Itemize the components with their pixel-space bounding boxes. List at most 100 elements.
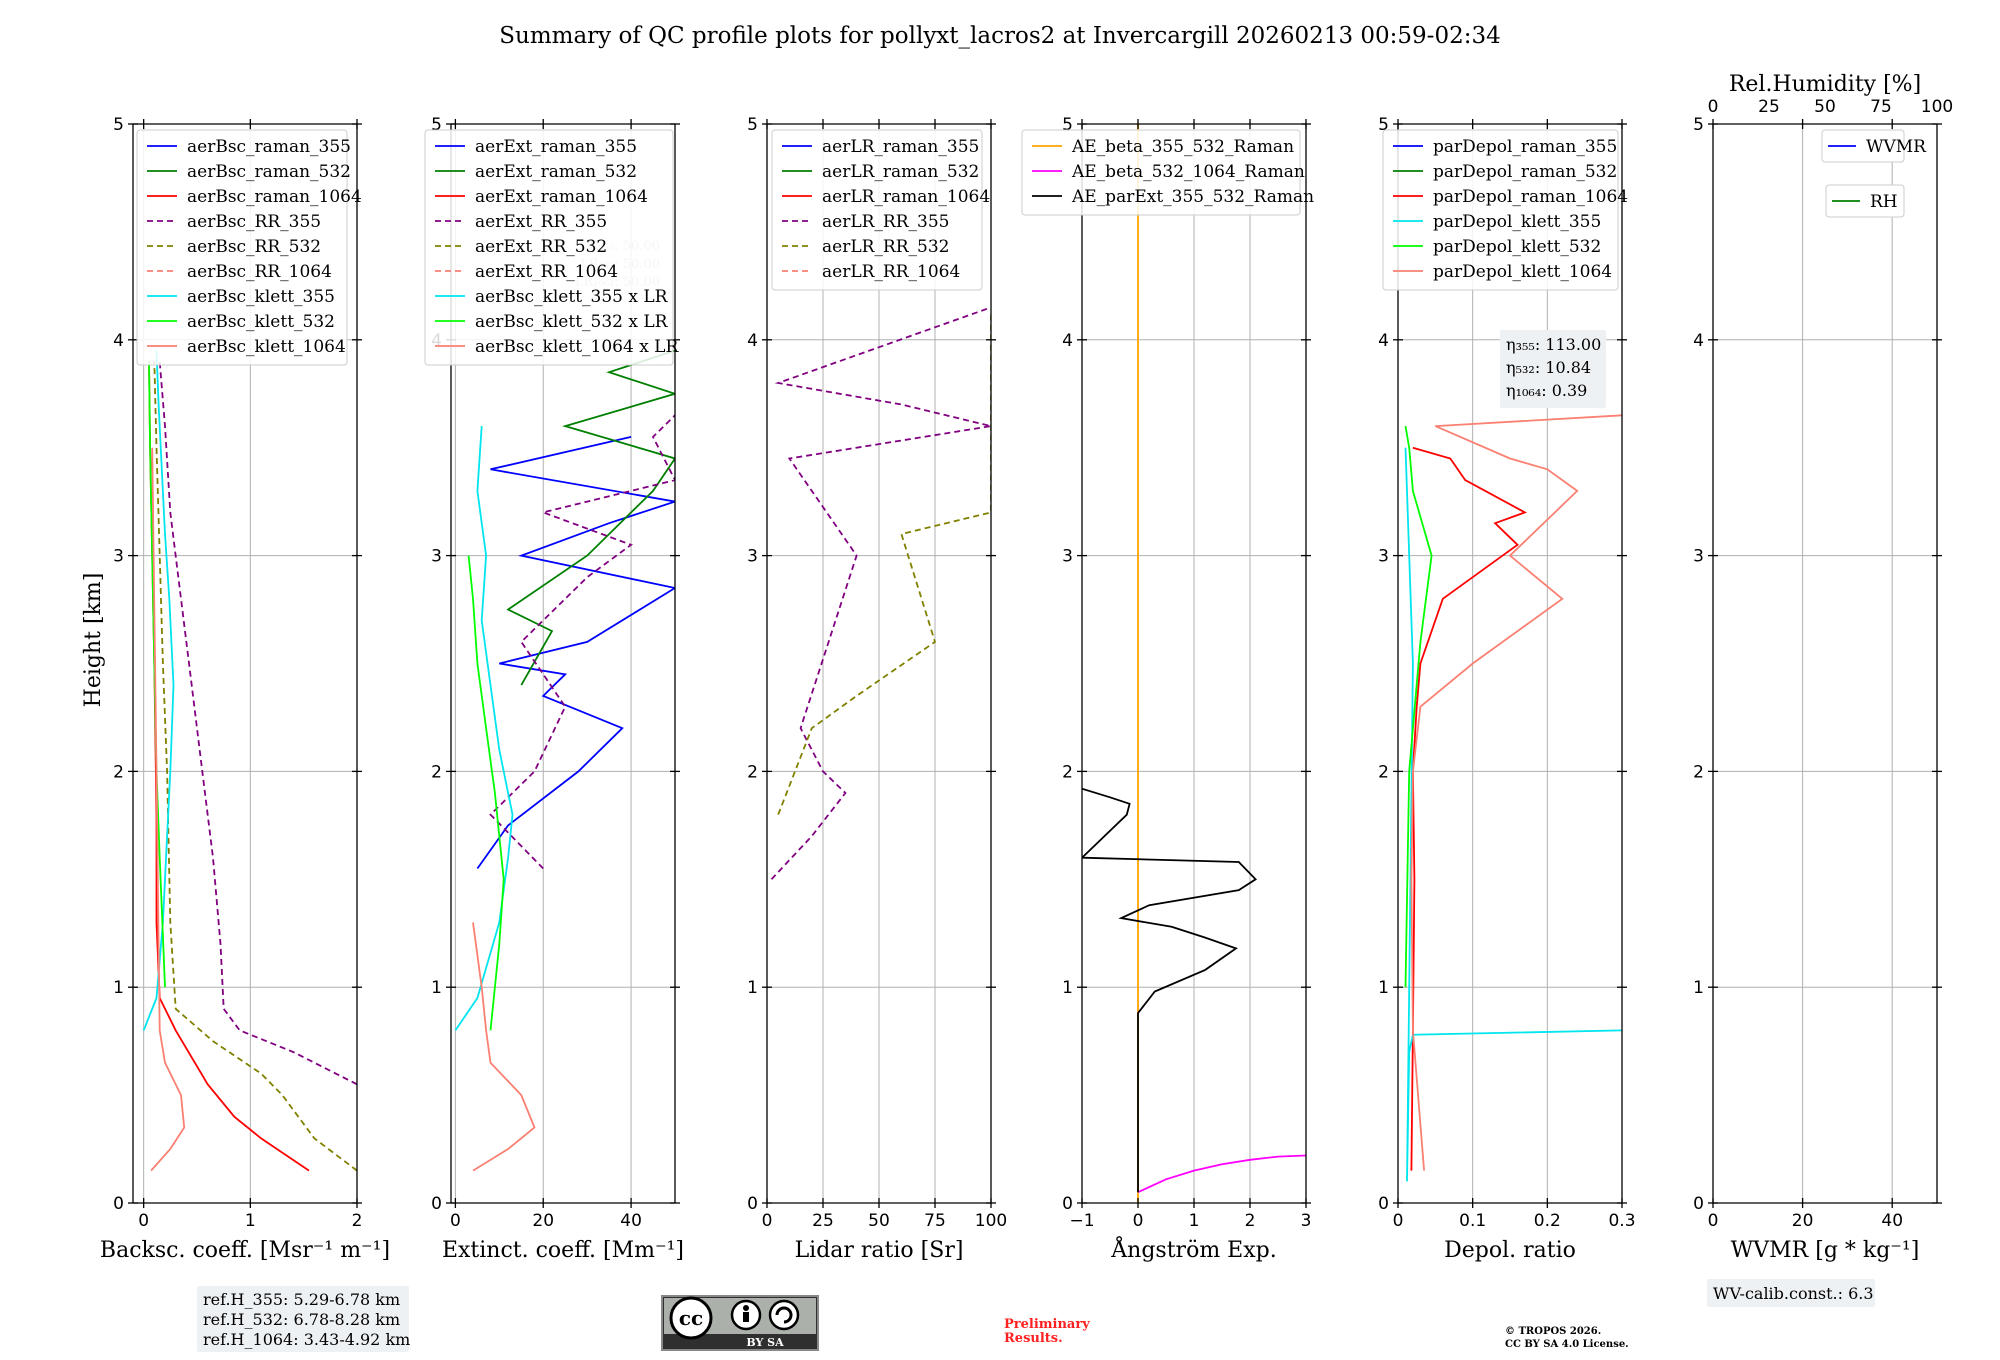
top-x-tick-label: 50: [1814, 97, 1836, 117]
y-tick-label: 5: [1693, 115, 1704, 135]
preliminary-results-text: Preliminary Results.: [1004, 1317, 1094, 1346]
legend-label: aerBsc_raman_1064: [187, 187, 362, 207]
legend-box: [771, 129, 983, 291]
y-tick-label: 1: [1062, 978, 1073, 998]
legend-label: parDepol_klett_355: [1433, 212, 1601, 232]
x-tick-label: 2: [1245, 1211, 1256, 1231]
panel-ext: 01234502040Extinct. coeff. [Mm⁻¹]LR₃₅₅: …: [424, 115, 684, 1263]
x-tick-label: 20: [1792, 1211, 1814, 1231]
y-tick-label: 5: [1378, 115, 1389, 135]
y-tick-label: 3: [113, 547, 124, 567]
series-aerExt_raman_532: [506, 349, 675, 686]
y-tick-label: 2: [1693, 762, 1704, 782]
y-axis-label: Height [km]: [81, 573, 106, 708]
y-tick-label: 2: [113, 762, 124, 782]
sa-icon: [768, 1299, 800, 1331]
legend: AE_beta_355_532_Raman AE_beta_532_1064_Ra…: [1021, 129, 1314, 216]
legend: aerExt_raman_355 aerExt_raman_532 aerExt_r…: [424, 129, 679, 366]
x-tick-label: 1: [1189, 1211, 1200, 1231]
cc-badge-label: BY SA: [746, 1336, 784, 1349]
y-tick-label: 0: [1062, 1194, 1073, 1214]
legend-label: aerBsc_klett_532: [187, 312, 335, 332]
y-tick-label: 4: [747, 331, 758, 351]
x-tick-label: 0: [450, 1211, 461, 1231]
legend-label: aerBsc_RR_1064: [187, 262, 332, 282]
legend-label: parDepol_raman_1064: [1433, 187, 1628, 207]
top-x-tick-label: 25: [1758, 97, 1780, 117]
legend-label: aerBsc_klett_355 x LR: [475, 287, 669, 307]
series-aerExt_RR_355: [489, 414, 675, 870]
cc-icon: [669, 1296, 713, 1340]
legend-label: parDepol_raman_532: [1433, 162, 1617, 182]
series-group: [770, 306, 991, 880]
y-tick-label: 3: [1062, 547, 1073, 567]
x-tick-label: 0.1: [1459, 1211, 1486, 1231]
y-tick-label: 0: [1378, 1194, 1389, 1214]
series-aerBsc_klett_355: [142, 350, 175, 1031]
legend-label: aerLR_raman_1064: [822, 187, 990, 207]
x-tick-label: 25: [812, 1211, 834, 1231]
reference-height-text: ref.H_532: 6.78-8.28 km: [203, 1310, 400, 1329]
y-tick-label: 3: [747, 547, 758, 567]
eta-annotation: η₃₅₅: 113.00: [1506, 335, 1601, 354]
legend-label: aerExt_raman_532: [475, 162, 637, 182]
x-axis-label: Depol. ratio: [1444, 1238, 1576, 1263]
series-parDepol_raman_1064: [1410, 446, 1528, 1171]
cc-license-badge: cc BY SA: [661, 1295, 819, 1351]
legend-label: AE_parExt_355_532_Raman: [1071, 187, 1314, 207]
series-aerExt_raman_355: [476, 436, 675, 870]
x-axis-label: WVMR [g * kg⁻¹]: [1731, 1238, 1920, 1263]
legend-label: aerExt_raman_1064: [475, 187, 648, 207]
y-tick-label: 0: [747, 1194, 758, 1214]
top-x-tick-label: 0: [1708, 97, 1719, 117]
legend-label: aerBsc_RR_532: [187, 237, 321, 257]
y-tick-label: 0: [113, 1194, 124, 1214]
y-tick-label: 0: [1693, 1194, 1704, 1214]
series-parDepol_klett_532: [1404, 425, 1433, 988]
legend-label: aerBsc_klett_532 x LR: [475, 312, 669, 332]
x-tick-label: 2: [352, 1211, 363, 1231]
legend-label: parDepol_klett_1064: [1433, 262, 1612, 282]
legend-box: [1382, 129, 1619, 291]
x-tick-label: 50: [868, 1211, 890, 1231]
legend-label: AE_beta_355_532_Raman: [1071, 137, 1294, 157]
reference-height-text: ref.H_355: 5.29-6.78 km: [203, 1290, 400, 1309]
y-tick-label: 1: [747, 978, 758, 998]
x-tick-label: 0: [1708, 1211, 1719, 1231]
y-tick-label: 5: [747, 115, 758, 135]
x-tick-label: 3: [1301, 1211, 1312, 1231]
legend-label: aerLR_raman_355: [822, 137, 979, 157]
legend-label: aerExt_RR_532: [475, 237, 607, 257]
y-tick-label: 2: [747, 762, 758, 782]
x-tick-label: 0: [762, 1211, 773, 1231]
eta-annotation: η₅₃₂: 10.84: [1506, 358, 1591, 377]
y-tick-label: 1: [431, 978, 442, 998]
reference-height-text: ref.H_1064: 3.43-4.92 km: [203, 1330, 410, 1349]
legend-label: aerLR_RR_532: [822, 237, 949, 257]
legend-label: aerExt_RR_355: [475, 212, 607, 232]
legend-label: RH: [1870, 192, 1898, 212]
y-tick-label: 2: [1062, 762, 1073, 782]
legend-box: [424, 129, 674, 366]
panel-depol: 0 1 2 3 4 5 0 0.1 0.2 0.3 Depol. ratio parDepol_ram…: [1378, 115, 1635, 1263]
legend-label: aerBsc_RR_355: [187, 212, 321, 232]
x-tick-label: 1: [245, 1211, 256, 1231]
y-tick-label: 3: [1693, 547, 1704, 567]
legend-label: aerExt_raman_355: [475, 137, 637, 157]
legend-label: AE_beta_532_1064_Raman: [1071, 162, 1305, 182]
x-tick-label: 40: [1881, 1211, 1903, 1231]
series-aerLR_RR_532: [777, 313, 991, 815]
preliminary-line-1: Preliminary: [1004, 1317, 1090, 1332]
legend-label: parDepol_klett_532: [1433, 237, 1601, 257]
legend-label: aerLR_RR_355: [822, 212, 949, 232]
y-tick-label: 1: [1693, 978, 1704, 998]
x-axis-label: Backsc. coeff. [Msr⁻¹ m⁻¹]: [100, 1238, 390, 1263]
eta-box: [1500, 330, 1606, 408]
legend-label: WVMR: [1866, 137, 1927, 157]
legend: parDepol_raman_355 parDepol_raman_532 parD…: [1382, 129, 1628, 291]
reference-height-box: [197, 1286, 409, 1352]
y-tick-label: 5: [1062, 115, 1073, 135]
